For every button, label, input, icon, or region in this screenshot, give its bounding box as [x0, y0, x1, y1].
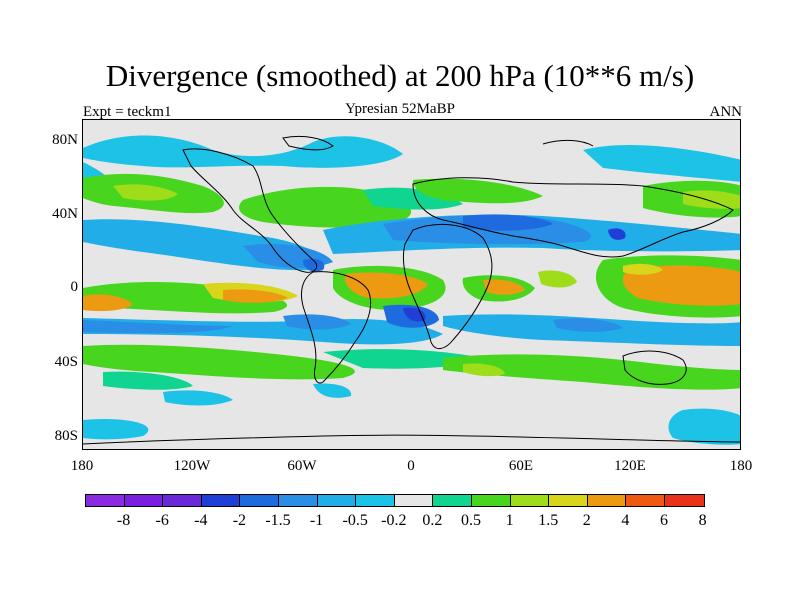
- colorbar-label: -0.2: [381, 512, 407, 529]
- field-patch: [83, 344, 355, 380]
- colorbar-swatch: [201, 495, 241, 506]
- field-patch: [313, 383, 352, 398]
- colorbar-label: 0.5: [461, 512, 481, 529]
- colorbar-label: -8: [116, 512, 131, 529]
- lon-label-180w: 180: [70, 458, 94, 474]
- field-patch: [83, 418, 149, 440]
- colorbar-swatch: [240, 495, 279, 506]
- coastline: [542, 139, 594, 147]
- field-patch: [83, 135, 403, 168]
- field-patch: [163, 390, 233, 406]
- colorbar-label: 6: [660, 512, 668, 529]
- coastlines: [83, 135, 740, 445]
- field-patch: [113, 184, 178, 201]
- colorbar-label: -2: [232, 512, 247, 529]
- colorbar-swatch: [356, 495, 395, 506]
- lat-label-80n: 80N: [52, 132, 78, 148]
- colorbar-label: -1.5: [265, 512, 291, 529]
- colorbar-label: -4: [194, 512, 208, 529]
- field-patch: [608, 228, 626, 240]
- colorbar-swatch: [471, 495, 511, 506]
- colorbar-swatch: [124, 495, 164, 506]
- field-patch: [223, 289, 288, 303]
- field-patch: [463, 214, 553, 231]
- experiment-label: Expt = teckm1: [83, 104, 172, 120]
- colorbar: [85, 494, 705, 507]
- field-patch: [413, 178, 543, 204]
- coastline: [282, 135, 334, 151]
- colorbar-swatch: [510, 495, 550, 506]
- colorbar-label: 2: [582, 512, 591, 529]
- field-patch: [623, 263, 663, 275]
- field-patch: [83, 320, 233, 334]
- field-patch: [583, 145, 740, 182]
- colorbar-swatch: [278, 495, 318, 506]
- colorbar-label: -6: [155, 512, 169, 529]
- colorbar-label: -0.5: [342, 512, 368, 529]
- field-patch: [303, 258, 325, 272]
- lat-label-40s: 40S: [54, 354, 78, 370]
- lat-label-40n: 40N: [52, 206, 78, 222]
- field-patch: [483, 279, 525, 295]
- field-patch: [283, 314, 351, 330]
- field-patch: [83, 294, 133, 312]
- map-plot: [82, 119, 741, 450]
- colorbar-label: 8: [698, 512, 707, 529]
- field-patch: [538, 270, 577, 288]
- period-label: Ypresian 52MaBP: [345, 101, 455, 117]
- plot-title: Divergence (smoothed) at 200 hPa (10**6 …: [105, 58, 695, 93]
- colorbar-label: 1.5: [538, 512, 559, 529]
- colorbar-swatch: [549, 495, 588, 506]
- field-patch: [683, 190, 740, 209]
- coastline: [402, 224, 493, 349]
- colorbar-swatch: [587, 495, 627, 506]
- field-patch: [443, 354, 740, 390]
- coastline: [412, 177, 734, 258]
- colorbar-swatch: [664, 495, 704, 506]
- lat-label-80s: 80S: [54, 428, 78, 444]
- lon-label-120e: 120E: [614, 458, 646, 474]
- field-patch: [103, 371, 193, 390]
- field-patch: [344, 272, 428, 299]
- lat-label-0: 0: [70, 279, 79, 295]
- coastline: [83, 434, 740, 445]
- lon-label-0: 0: [407, 458, 415, 474]
- colorbar-label: 1: [505, 512, 514, 529]
- coastline: [300, 271, 372, 384]
- field-patch: [622, 265, 740, 306]
- lon-label-120w: 120W: [173, 458, 211, 474]
- lon-label-180e: 180: [729, 458, 753, 474]
- colorbar-swatch: [86, 495, 125, 506]
- colorbar-label: 0.2: [422, 512, 443, 529]
- divergence-map: [83, 120, 740, 449]
- colorbar-swatch: [626, 495, 665, 506]
- colorbar-swatch: [394, 495, 434, 506]
- coastline: [622, 350, 687, 385]
- season-label: ANN: [709, 104, 743, 120]
- colorbar-swatch: [433, 495, 472, 506]
- colorbar-swatch: [317, 495, 357, 506]
- lon-label-60w: 60W: [287, 458, 317, 474]
- colorbar-swatch: [163, 495, 202, 506]
- field-patch: [463, 363, 505, 377]
- colorbar-label: 4: [621, 512, 630, 529]
- colorbar-label: -1: [309, 512, 324, 529]
- field-patch: [668, 408, 740, 445]
- field-patch: [553, 318, 623, 332]
- coastline: [182, 148, 318, 273]
- lon-label-60e: 60E: [508, 458, 534, 474]
